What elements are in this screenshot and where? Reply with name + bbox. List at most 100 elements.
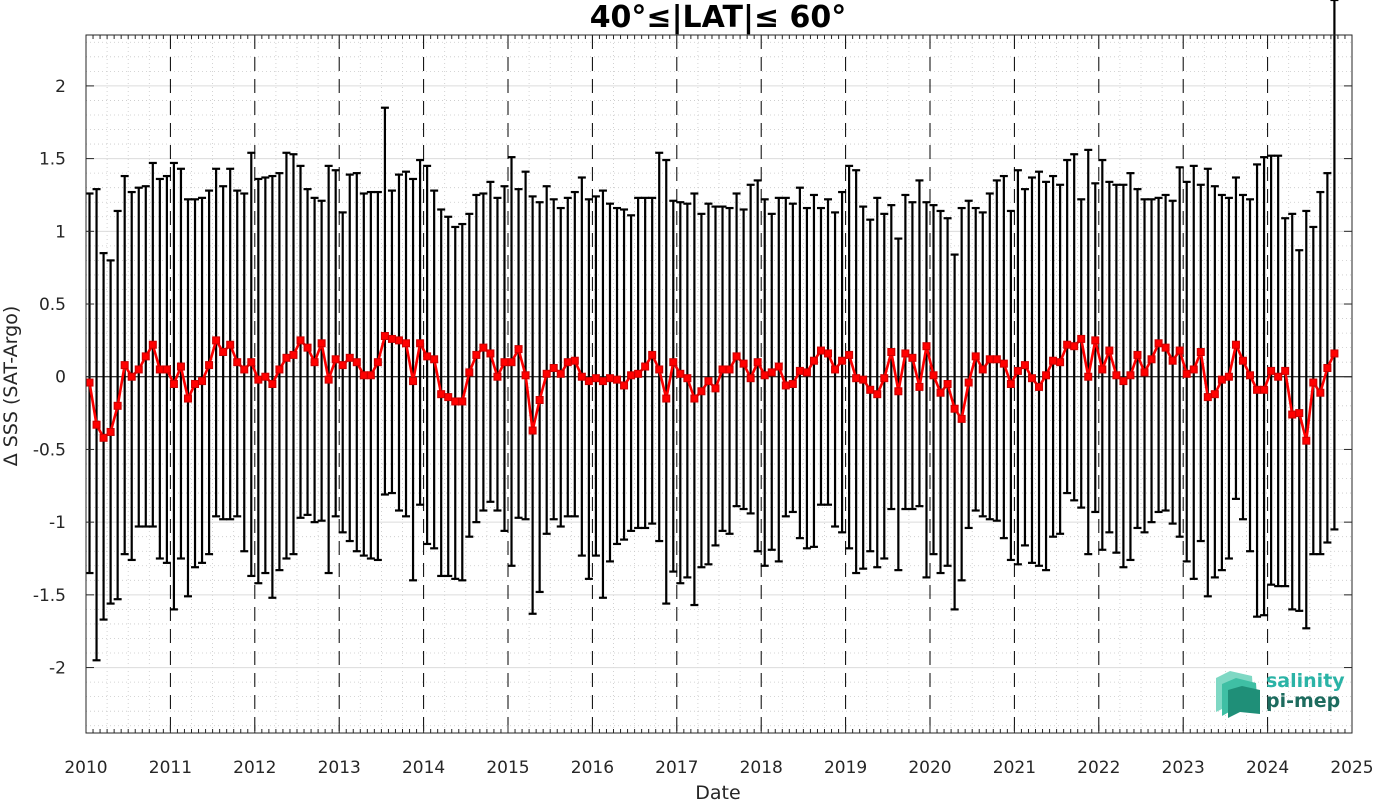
- data-point: [120, 361, 129, 370]
- series-markers: [85, 332, 1339, 445]
- data-point: [1147, 355, 1156, 364]
- data-point: [338, 361, 347, 370]
- x-tick-label: 2024: [1246, 758, 1289, 778]
- data-point: [1056, 358, 1065, 367]
- data-point: [148, 340, 157, 349]
- data-point: [226, 340, 235, 349]
- x-tick-label: 2015: [486, 758, 529, 778]
- data-point: [598, 377, 607, 386]
- data-point: [704, 377, 713, 386]
- x-tick-label: 2016: [571, 758, 614, 778]
- data-point: [528, 426, 537, 435]
- data-point: [500, 358, 509, 367]
- data-point: [514, 345, 523, 354]
- data-point: [1295, 409, 1304, 418]
- data-point: [725, 365, 734, 374]
- data-point: [838, 356, 847, 365]
- data-point: [690, 394, 699, 403]
- data-point: [451, 397, 460, 406]
- x-tick-label: 2012: [233, 758, 276, 778]
- data-point: [1070, 342, 1079, 351]
- y-axis-label: Δ SSS (SAT-Argo): [0, 306, 22, 466]
- data-point: [1020, 361, 1029, 370]
- data-point: [85, 378, 94, 387]
- data-point: [212, 336, 221, 345]
- data-point: [831, 365, 840, 374]
- data-point: [1098, 365, 1107, 374]
- data-point: [1042, 371, 1051, 380]
- data-point: [824, 349, 833, 358]
- chart-title: 40°≤|LAT|≤ 60°: [590, 0, 847, 35]
- data-point: [915, 382, 924, 391]
- data-point: [1182, 369, 1191, 378]
- logo-line1: salinity: [1266, 670, 1345, 692]
- data-point: [430, 355, 439, 364]
- x-tick-label: 2014: [402, 758, 445, 778]
- x-tick-label: 2018: [740, 758, 783, 778]
- data-point: [936, 388, 945, 397]
- data-point: [92, 420, 101, 429]
- x-tick-label: 2013: [318, 758, 361, 778]
- data-point: [591, 374, 600, 383]
- data-point: [1309, 378, 1318, 387]
- data-point: [289, 350, 298, 359]
- data-point: [233, 358, 242, 367]
- data-point: [1161, 343, 1170, 352]
- data-point: [880, 374, 889, 383]
- data-point: [380, 332, 389, 341]
- data-point: [859, 375, 868, 384]
- data-point: [472, 350, 481, 359]
- data-point: [219, 348, 228, 357]
- data-point: [577, 372, 586, 381]
- data-point: [542, 369, 551, 378]
- data-point: [1175, 346, 1184, 355]
- y-tick-label: 1.5: [39, 150, 66, 170]
- salinity-pi-mep-logo: salinity pi-mep: [1216, 670, 1345, 718]
- data-point: [1253, 385, 1262, 394]
- data-point: [205, 361, 214, 370]
- data-point: [507, 358, 516, 367]
- data-point: [852, 374, 861, 383]
- data-point: [423, 352, 432, 361]
- data-point: [1154, 339, 1163, 348]
- data-point: [781, 381, 790, 390]
- y-tick-label: -1.5: [33, 586, 66, 606]
- data-point: [873, 390, 882, 399]
- data-point: [802, 368, 811, 377]
- data-point: [1196, 348, 1205, 357]
- data-point: [556, 369, 565, 378]
- data-point: [331, 355, 340, 364]
- data-point: [1035, 382, 1044, 391]
- data-point: [359, 371, 368, 380]
- data-point: [1084, 372, 1093, 381]
- data-point: [922, 342, 931, 351]
- x-tick-label: 2019: [824, 758, 867, 778]
- data-point: [134, 365, 143, 374]
- data-point: [261, 372, 270, 381]
- data-point: [908, 353, 917, 362]
- data-point: [711, 384, 720, 393]
- x-tick-label: 2021: [993, 758, 1036, 778]
- data-point: [627, 371, 636, 380]
- data-point: [106, 427, 115, 436]
- data-point: [535, 395, 544, 404]
- data-point: [760, 371, 769, 380]
- data-point: [816, 346, 825, 355]
- data-point: [943, 380, 952, 388]
- data-point: [402, 339, 411, 348]
- data-point: [718, 365, 727, 374]
- data-point: [1224, 372, 1233, 381]
- data-point: [767, 368, 776, 377]
- data-point: [1091, 336, 1100, 345]
- data-point: [901, 349, 910, 358]
- data-point: [1140, 368, 1149, 377]
- data-point: [866, 385, 875, 394]
- data-point: [176, 362, 185, 371]
- data-point: [1281, 366, 1290, 375]
- data-point: [240, 365, 249, 374]
- y-tick-label: -2: [49, 659, 66, 679]
- data-point: [1203, 393, 1212, 402]
- data-point: [774, 362, 783, 371]
- year-dividers: [169, 35, 1269, 733]
- data-point: [310, 358, 319, 367]
